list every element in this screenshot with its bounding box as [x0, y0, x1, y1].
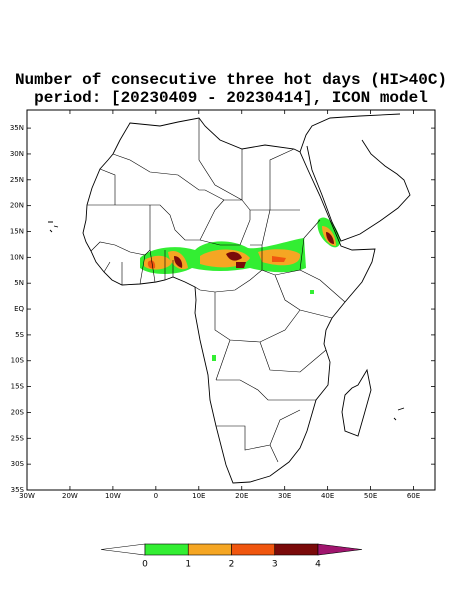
colorbar-label: 3: [272, 560, 278, 570]
islands: [48, 221, 405, 421]
africa-coast: [82, 117, 376, 484]
map-subtitle: period: [20230409 - 20230414], ICON mode…: [34, 89, 428, 107]
colorbar-label: 2: [229, 560, 235, 570]
colorbar-segment: [144, 543, 189, 556]
country-borders: [87, 118, 346, 463]
y-tick-label: 10N: [10, 253, 24, 261]
map-frame: [26, 109, 436, 491]
colorbar-min-triangle: [100, 543, 146, 556]
x-tick-label: 30W: [19, 492, 35, 500]
y-tick-label: 5S: [15, 331, 24, 339]
y-tick-label: 20S: [11, 408, 25, 416]
x-tick-label: 10W: [105, 492, 121, 500]
x-tick-label: 60E: [407, 492, 420, 500]
madagascar-coast: [341, 368, 372, 437]
arabia-coast: [299, 113, 411, 242]
y-tick-label: 25N: [10, 176, 24, 184]
y-tick-label: 25S: [11, 434, 25, 442]
x-tick-label: 20W: [62, 492, 78, 500]
y-tick-label: 5N: [14, 279, 24, 287]
y-tick-label: 35N: [10, 124, 24, 132]
x-tick-label: 20E: [235, 492, 248, 500]
colorbar-label: 0: [142, 560, 148, 570]
x-tick-label: 0: [154, 492, 158, 500]
x-tick-label: 10E: [192, 492, 205, 500]
map-title: Number of consecutive three hot days (HI…: [15, 71, 447, 89]
y-tick-label: 15N: [10, 227, 24, 235]
y-tick-label: 20N: [10, 202, 24, 210]
colorbar-label: 4: [315, 560, 321, 570]
y-tick-label: 30N: [10, 150, 24, 158]
y-tick-label: EQ: [14, 305, 24, 313]
colorbar-segment: [187, 543, 232, 556]
map-area: [48, 113, 411, 484]
hot-days-field: [140, 217, 341, 361]
colorbar-segment: [274, 543, 319, 556]
y-tick-label: 35S: [11, 486, 25, 494]
y-tick-label: 30S: [11, 460, 25, 468]
x-tick-label: 40E: [321, 492, 334, 500]
y-tick-label: 10S: [11, 357, 25, 365]
colorbar-max-triangle: [317, 543, 363, 556]
y-tick-label: 15S: [11, 383, 25, 391]
colorbar-segment: [231, 543, 276, 556]
x-tick-label: 30E: [278, 492, 291, 500]
x-tick-label: 50E: [364, 492, 377, 500]
colorbar-label: 1: [185, 560, 191, 570]
